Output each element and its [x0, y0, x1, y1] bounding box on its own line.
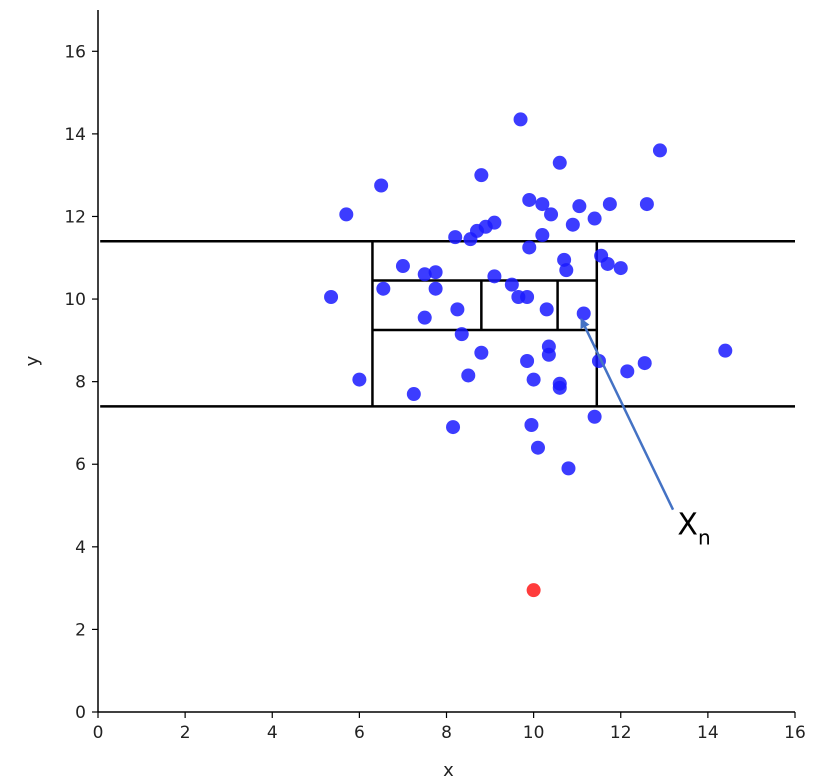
data-point	[526, 583, 541, 598]
partition-lines	[100, 239, 795, 408]
data-point	[602, 197, 617, 212]
x-tick-label: 0	[93, 723, 104, 743]
data-point	[718, 343, 733, 358]
data-point	[535, 197, 550, 212]
x-tick-label: 10	[523, 723, 545, 743]
data-point	[461, 368, 476, 383]
data-point	[446, 420, 461, 435]
data-point	[576, 306, 591, 321]
x-tick-label: 6	[354, 723, 365, 743]
y-axis-label: y	[22, 355, 43, 366]
data-point	[565, 217, 580, 232]
data-point	[639, 197, 654, 212]
data-point	[376, 281, 391, 296]
data-point	[572, 199, 587, 214]
data-point	[587, 409, 602, 424]
data-point	[428, 265, 443, 280]
data-point	[417, 267, 432, 282]
axes: 0 2 4 6 8 10 12 14 16 0 2 4 6 8 10 12 14 16 x y	[22, 10, 806, 781]
data-point	[324, 289, 339, 304]
y-tick-label: 10	[64, 290, 86, 310]
data-point	[520, 354, 535, 368]
x-tick-label: 2	[180, 723, 191, 743]
annotation: Xn	[580, 317, 711, 549]
data-point	[417, 310, 432, 325]
data-point	[652, 143, 667, 158]
data-point	[524, 418, 539, 433]
x-tick-label: 12	[610, 723, 632, 743]
data-point	[587, 211, 602, 226]
data-point	[526, 372, 541, 387]
data-point	[613, 261, 628, 276]
data-point	[637, 356, 652, 371]
data-point	[539, 302, 554, 317]
data-points	[324, 112, 733, 598]
data-point	[352, 372, 367, 387]
x-tick-label: 14	[697, 723, 719, 743]
data-point	[541, 347, 556, 362]
y-tick-label: 4	[75, 538, 86, 558]
y-tick-label: 16	[64, 42, 86, 62]
data-point	[395, 259, 410, 274]
data-point	[448, 230, 463, 245]
x-axis-label: x	[443, 760, 454, 781]
data-point	[454, 327, 469, 342]
y-tick-label: 8	[75, 373, 86, 393]
x-tick-label: 4	[267, 723, 278, 743]
x-tick-label: 16	[784, 723, 806, 743]
data-point	[522, 240, 537, 255]
data-point	[374, 178, 389, 193]
y-tick-label: 12	[64, 207, 86, 227]
data-point	[474, 345, 489, 360]
data-point	[600, 256, 615, 271]
data-point	[474, 168, 489, 183]
data-point	[544, 207, 559, 222]
annotation-arrow	[580, 317, 675, 511]
data-point	[559, 263, 574, 278]
data-point	[406, 387, 421, 402]
data-point	[561, 461, 576, 476]
data-point	[513, 112, 528, 127]
data-point	[504, 277, 519, 292]
y-tick-label: 6	[75, 455, 86, 475]
data-point	[535, 228, 550, 243]
data-point	[620, 364, 635, 379]
data-point	[552, 380, 567, 395]
data-point	[530, 440, 545, 455]
y-tick-label: 2	[75, 620, 86, 640]
data-point	[428, 281, 443, 296]
data-point	[339, 207, 354, 222]
data-point	[522, 192, 537, 207]
annotation-label: Xn	[677, 507, 710, 549]
y-tick-label: 0	[75, 703, 86, 723]
x-tick-label: 8	[441, 723, 452, 743]
y-tick-label: 14	[64, 125, 86, 145]
data-point	[520, 289, 535, 304]
data-point	[463, 232, 478, 247]
annotation-subscript: n	[698, 525, 711, 549]
data-point	[487, 269, 502, 284]
data-point	[450, 302, 465, 317]
data-point	[552, 155, 567, 170]
